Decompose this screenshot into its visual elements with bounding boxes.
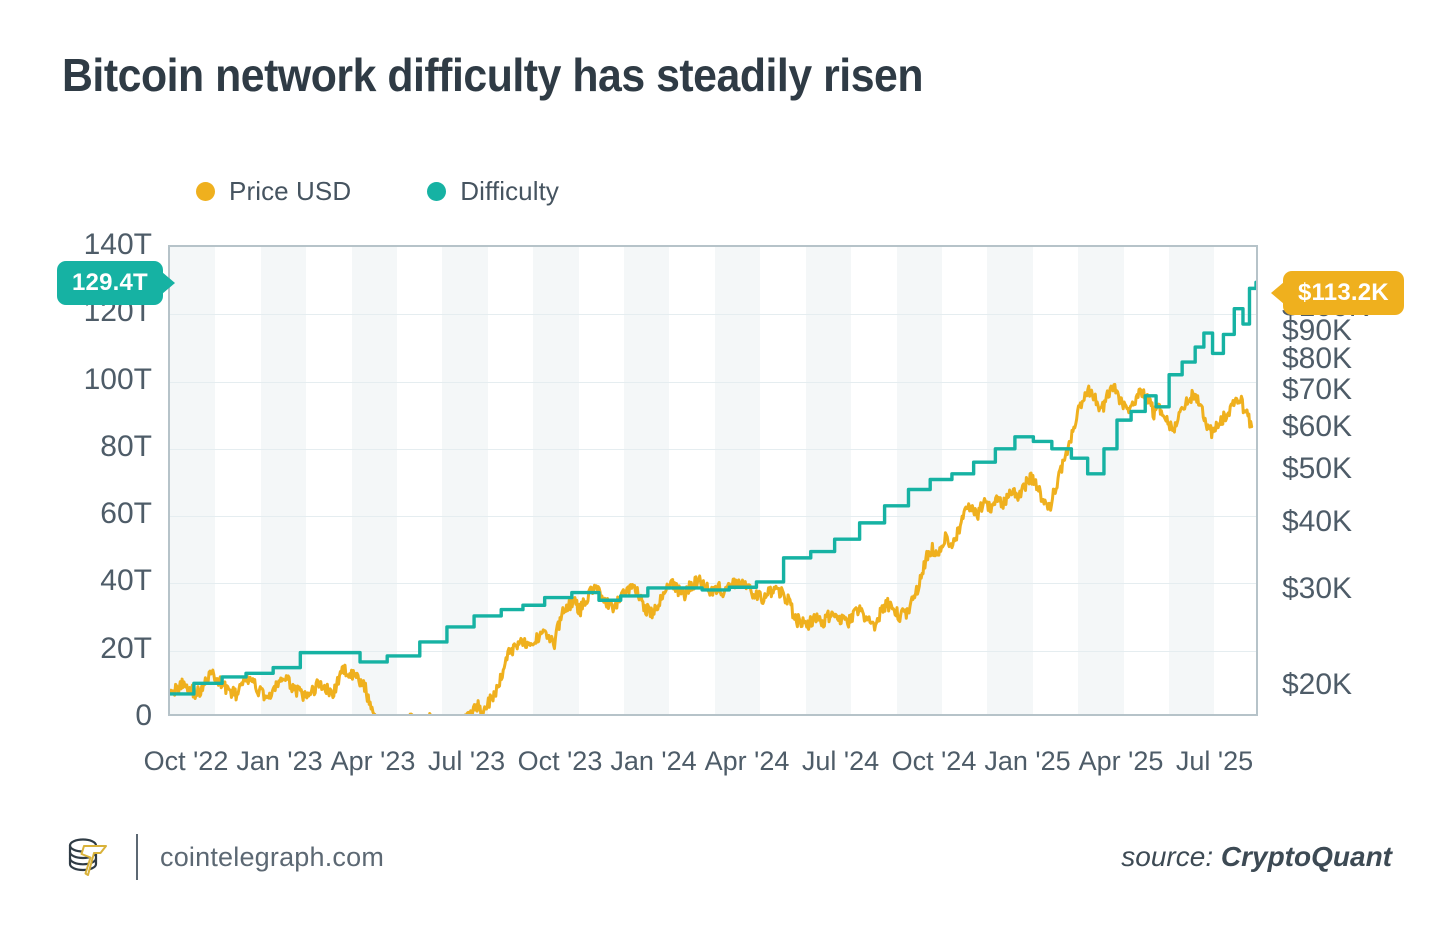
- x-axis-tick: Apr '23: [330, 746, 416, 776]
- band: [215, 247, 261, 714]
- band: [851, 247, 897, 714]
- band: [306, 247, 352, 714]
- right-axis-tick: $20K: [1282, 667, 1353, 701]
- gridline: [170, 583, 1256, 585]
- x-axis-tick: Oct '22: [143, 746, 229, 776]
- x-axis-tick: Jul '24: [801, 746, 880, 776]
- x-axis-tick: Oct '24: [891, 746, 977, 776]
- left-axis-tick: 20T: [100, 631, 152, 665]
- dot-icon: [196, 182, 215, 201]
- band: [578, 247, 625, 714]
- brand-url[interactable]: cointelegraph.com: [160, 841, 385, 872]
- dot-icon: [427, 182, 447, 201]
- legend-item-price-usd[interactable]: Price USD: [196, 176, 351, 207]
- series-lines: [170, 247, 1256, 714]
- right-axis-tick: $50K: [1282, 452, 1353, 486]
- x-axis: Oct '22 Jan '23 Apr '23 Jul '23 Oct '23 Jan '…: [144, 746, 1258, 786]
- band: [624, 247, 670, 714]
- band: [760, 247, 806, 714]
- gridline: [170, 516, 1256, 518]
- band: [487, 247, 534, 714]
- logo-svg: [68, 838, 107, 876]
- legend-label-difficulty: Difficulty: [460, 176, 560, 206]
- series-line-price-usd: [170, 384, 1252, 714]
- x-axis-tick: Jan '23: [236, 746, 323, 776]
- right-axis-tick: $30K: [1282, 572, 1353, 606]
- chart-title: Bitcoin network difficulty has steadily …: [62, 49, 924, 101]
- x-axis-tick: Jan '25: [984, 746, 1071, 776]
- x-axis-tick: Jan '24: [610, 746, 697, 776]
- left-y-axis: 0 20T 40T 60T 80T 100T 120T 140T: [0, 228, 152, 732]
- x-axis-tick: Jul '23: [427, 746, 506, 776]
- x-axis-tick: Jul '25: [1175, 746, 1254, 776]
- gridline: [170, 650, 1256, 652]
- band: [397, 247, 443, 714]
- band: [714, 247, 761, 714]
- band: [1168, 247, 1215, 714]
- right-axis-tick: $70K: [1282, 373, 1353, 407]
- x-axis-tick: Apr '25: [1078, 746, 1164, 776]
- difficulty-value-badge: 129.4T: [57, 261, 163, 305]
- left-axis-tick: 0: [135, 699, 152, 732]
- horizontal-gridlines: [170, 247, 1256, 714]
- price-value-badge: $113.2K: [1283, 271, 1404, 315]
- band: [170, 247, 216, 714]
- series-line-difficulty: [170, 282, 1256, 694]
- right-axis-tick: $90K: [1282, 314, 1353, 348]
- band: [1078, 247, 1124, 714]
- source-credit: source: CryptoQuant: [1121, 841, 1392, 873]
- band: [351, 247, 398, 714]
- right-axis-tick: $60K: [1282, 409, 1353, 443]
- chart-footer: cointelegraph.com source: CryptoQuant: [62, 818, 1392, 896]
- cointelegraph-coin-stack-bolt-icon: [62, 831, 114, 883]
- right-y-axis: $20K$30K$40K$50K$60K$70K$80K$90K$100K: [1282, 245, 1442, 716]
- x-axis-tick: Oct '23: [517, 746, 603, 776]
- legend-label-price-usd: Price USD: [229, 176, 352, 206]
- band: [1032, 247, 1079, 714]
- left-axis-tick: 80T: [100, 429, 152, 463]
- source-prefix: source:: [1121, 841, 1214, 872]
- left-axis-tick: 140T: [83, 228, 152, 261]
- band: [260, 247, 307, 714]
- left-axis-tick: 40T: [100, 564, 152, 598]
- band: [442, 247, 488, 714]
- right-axis-tick: $80K: [1282, 342, 1353, 375]
- band: [1123, 247, 1169, 714]
- legend-item-difficulty[interactable]: Difficulty: [427, 176, 559, 207]
- chart-legend: Price USD Difficulty: [196, 176, 559, 207]
- source-name: CryptoQuant: [1220, 841, 1392, 872]
- gridline: [170, 381, 1256, 383]
- gridline: [170, 448, 1256, 450]
- left-axis-tick: 60T: [100, 497, 152, 531]
- plot-area: [168, 245, 1258, 716]
- right-axis-tick: $40K: [1282, 504, 1353, 538]
- band: [805, 247, 852, 714]
- x-axis-tick: Apr '24: [704, 746, 790, 776]
- left-axis-tick: 100T: [83, 362, 152, 396]
- band: [669, 247, 715, 714]
- brand-block: cointelegraph.com: [62, 831, 384, 883]
- gridline: [170, 314, 1256, 316]
- footer-divider: [136, 834, 138, 880]
